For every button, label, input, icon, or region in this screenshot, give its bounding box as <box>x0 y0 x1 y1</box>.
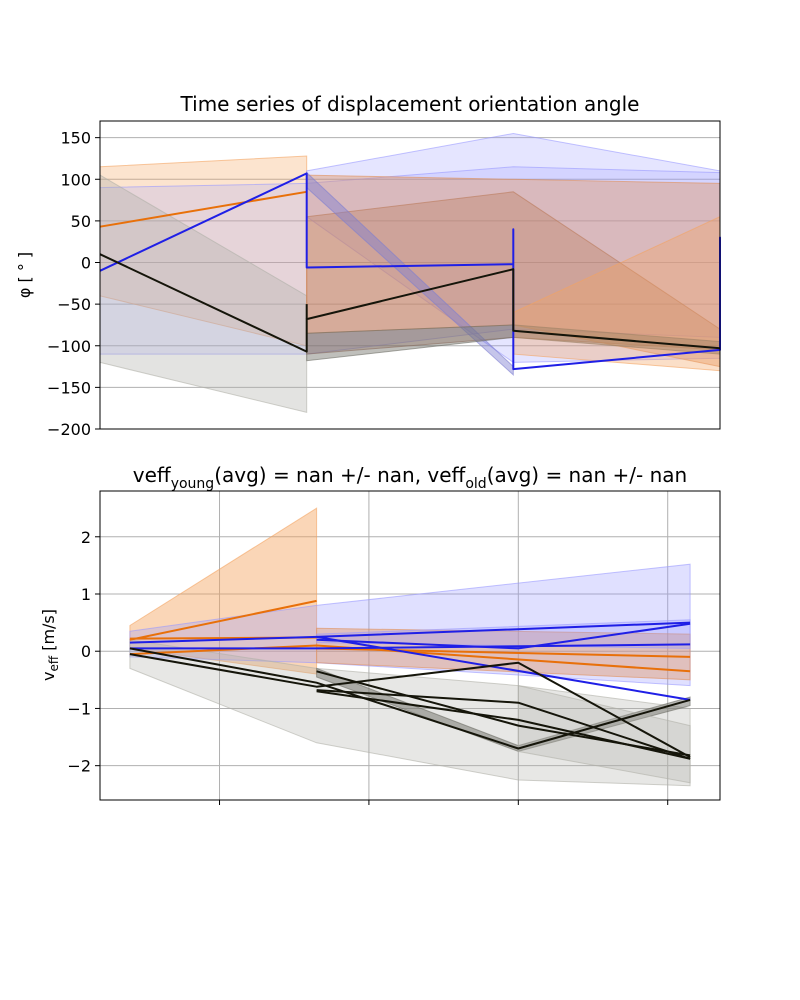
y-tick-label: 50 <box>71 212 91 231</box>
series-line <box>129 644 691 673</box>
y-tick-label: −2 <box>67 757 91 776</box>
confidence-bands-orientation <box>99 132 721 414</box>
series-line <box>316 622 691 650</box>
series-line <box>316 635 691 701</box>
y-tick-label: 0 <box>81 642 91 661</box>
plot-frame-orientation <box>99 120 721 430</box>
y-tick-label: −150 <box>47 378 91 397</box>
series-line <box>316 647 691 658</box>
y-axis-label-orientation: φ [ ° ] <box>15 252 34 298</box>
confidence-band <box>517 684 691 784</box>
series-line <box>129 653 691 758</box>
y-tick-label: 150 <box>60 129 91 148</box>
y-tick-label: −50 <box>57 295 91 314</box>
y-tick-label: 2 <box>81 528 91 547</box>
y-axis-label-velocity: veff [m/s] <box>39 609 61 681</box>
y-tick-label: 100 <box>60 170 91 189</box>
confidence-band <box>316 627 691 681</box>
series-line <box>99 253 721 353</box>
y-tick-label: −100 <box>47 337 91 356</box>
plot-frame-velocity <box>99 490 721 801</box>
effective-velocity-chart: veffyoung(avg) = nan +/- nan, veffold(av… <box>39 463 721 805</box>
orientation-angle-chart: Time series of displacement orientation … <box>15 92 721 439</box>
y-tick-label: 0 <box>81 254 91 273</box>
y-tick-labels-velocity: 2 1 0 −1 −2 <box>67 528 669 805</box>
y-tick-label: −200 <box>47 420 91 439</box>
y-tick-labels-orientation: 150 100 50 0 −50 −100 −150 −200 <box>47 129 100 439</box>
series-line <box>129 643 691 650</box>
series-line <box>129 599 317 641</box>
y-tick-label: −1 <box>67 699 91 718</box>
series-line <box>129 647 691 750</box>
series-line <box>316 690 691 760</box>
chart-title-orientation: Time series of displacement orientation … <box>180 92 640 116</box>
series-line <box>99 190 307 228</box>
y-tick-label: 1 <box>81 585 91 604</box>
series-lines-velocity <box>129 599 691 760</box>
series-line <box>316 689 691 760</box>
chart-title-velocity: veffyoung(avg) = nan +/- nan, veffold(av… <box>133 463 687 492</box>
